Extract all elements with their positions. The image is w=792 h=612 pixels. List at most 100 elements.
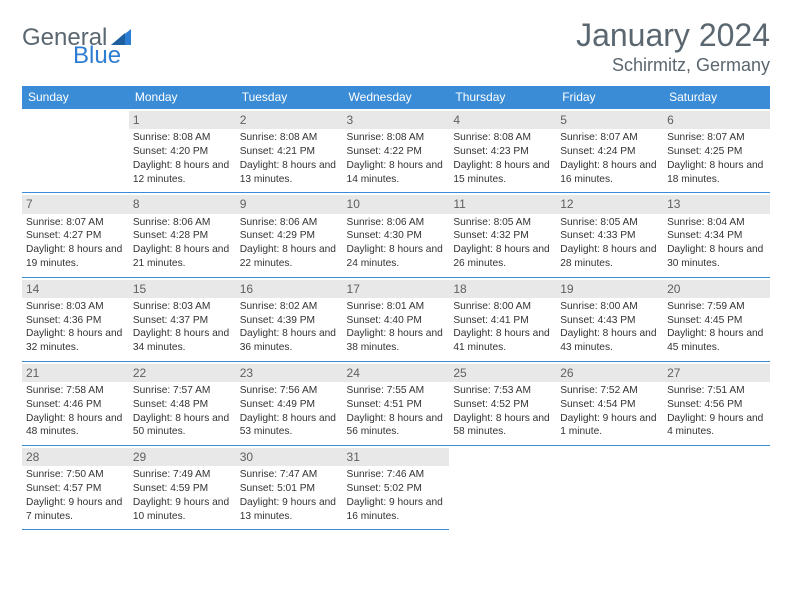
sunset-text: Sunset: 4:33 PM: [560, 229, 659, 243]
daylight-text: Daylight: 8 hours and 12 minutes.: [133, 159, 232, 187]
day-cell: 25Sunrise: 7:53 AMSunset: 4:52 PMDayligh…: [449, 361, 556, 445]
sunrise-text: Sunrise: 8:04 AM: [667, 216, 766, 230]
sunrise-text: Sunrise: 7:52 AM: [560, 384, 659, 398]
calendar-table: SundayMondayTuesdayWednesdayThursdayFrid…: [22, 86, 770, 530]
sunrise-text: Sunrise: 7:49 AM: [133, 468, 232, 482]
daylight-text: Daylight: 9 hours and 7 minutes.: [26, 496, 125, 524]
sunset-text: Sunset: 4:59 PM: [133, 482, 232, 496]
daylight-text: Daylight: 8 hours and 48 minutes.: [26, 412, 125, 440]
daylight-text: Daylight: 8 hours and 36 minutes.: [240, 327, 339, 355]
sunrise-text: Sunrise: 8:07 AM: [560, 131, 659, 145]
sunrise-text: Sunrise: 8:08 AM: [240, 131, 339, 145]
daylight-text: Daylight: 9 hours and 10 minutes.: [133, 496, 232, 524]
sunrise-text: Sunrise: 7:59 AM: [667, 300, 766, 314]
daylight-text: Daylight: 9 hours and 16 minutes.: [347, 496, 446, 524]
week-row: 21Sunrise: 7:58 AMSunset: 4:46 PMDayligh…: [22, 361, 770, 445]
sunset-text: Sunset: 4:27 PM: [26, 229, 125, 243]
daylight-text: Daylight: 8 hours and 32 minutes.: [26, 327, 125, 355]
sunrise-text: Sunrise: 7:53 AM: [453, 384, 552, 398]
sunrise-text: Sunrise: 8:08 AM: [133, 131, 232, 145]
date-number: 26: [556, 364, 663, 382]
sunset-text: Sunset: 4:41 PM: [453, 314, 552, 328]
sunset-text: Sunset: 4:48 PM: [133, 398, 232, 412]
day-header-row: SundayMondayTuesdayWednesdayThursdayFrid…: [22, 86, 770, 109]
date-number: 4: [449, 111, 556, 129]
daylight-text: Daylight: 8 hours and 21 minutes.: [133, 243, 232, 271]
date-number: 15: [129, 280, 236, 298]
day-cell: 20Sunrise: 7:59 AMSunset: 4:45 PMDayligh…: [663, 277, 770, 361]
sunset-text: Sunset: 4:23 PM: [453, 145, 552, 159]
day-cell: 27Sunrise: 7:51 AMSunset: 4:56 PMDayligh…: [663, 361, 770, 445]
sunrise-text: Sunrise: 8:06 AM: [347, 216, 446, 230]
date-number: 7: [22, 195, 129, 213]
sunrise-text: Sunrise: 8:00 AM: [560, 300, 659, 314]
sunrise-text: Sunrise: 7:47 AM: [240, 468, 339, 482]
sunrise-text: Sunrise: 7:56 AM: [240, 384, 339, 398]
daylight-text: Daylight: 8 hours and 14 minutes.: [347, 159, 446, 187]
day-cell: 12Sunrise: 8:05 AMSunset: 4:33 PMDayligh…: [556, 193, 663, 277]
daylight-text: Daylight: 8 hours and 15 minutes.: [453, 159, 552, 187]
sunset-text: Sunset: 4:34 PM: [667, 229, 766, 243]
date-number: 31: [343, 448, 450, 466]
day-cell: [449, 446, 556, 530]
sunset-text: Sunset: 4:32 PM: [453, 229, 552, 243]
date-number: 14: [22, 280, 129, 298]
sunrise-text: Sunrise: 8:03 AM: [26, 300, 125, 314]
day-cell: 22Sunrise: 7:57 AMSunset: 4:48 PMDayligh…: [129, 361, 236, 445]
date-number: 20: [663, 280, 770, 298]
logo-text-blue: Blue: [73, 42, 121, 70]
day-cell: [22, 109, 129, 193]
date-number: 8: [129, 195, 236, 213]
day-cell: 4Sunrise: 8:08 AMSunset: 4:23 PMDaylight…: [449, 109, 556, 193]
sunrise-text: Sunrise: 7:55 AM: [347, 384, 446, 398]
sunset-text: Sunset: 4:21 PM: [240, 145, 339, 159]
week-row: 1Sunrise: 8:08 AMSunset: 4:20 PMDaylight…: [22, 109, 770, 193]
day-cell: 18Sunrise: 8:00 AMSunset: 4:41 PMDayligh…: [449, 277, 556, 361]
date-number: 10: [343, 195, 450, 213]
day-header-sunday: Sunday: [22, 86, 129, 109]
date-number: 16: [236, 280, 343, 298]
sunset-text: Sunset: 4:20 PM: [133, 145, 232, 159]
day-cell: 21Sunrise: 7:58 AMSunset: 4:46 PMDayligh…: [22, 361, 129, 445]
sunrise-text: Sunrise: 8:05 AM: [453, 216, 552, 230]
sunset-text: Sunset: 4:46 PM: [26, 398, 125, 412]
sunset-text: Sunset: 4:45 PM: [667, 314, 766, 328]
day-cell: 6Sunrise: 8:07 AMSunset: 4:25 PMDaylight…: [663, 109, 770, 193]
date-number: 17: [343, 280, 450, 298]
sunrise-text: Sunrise: 7:51 AM: [667, 384, 766, 398]
sunset-text: Sunset: 4:36 PM: [26, 314, 125, 328]
daylight-text: Daylight: 8 hours and 30 minutes.: [667, 243, 766, 271]
sunrise-text: Sunrise: 8:07 AM: [667, 131, 766, 145]
header: General Blue January 2024 Schirmitz, Ger…: [22, 18, 770, 76]
date-number: 24: [343, 364, 450, 382]
sunrise-text: Sunrise: 8:06 AM: [133, 216, 232, 230]
daylight-text: Daylight: 8 hours and 16 minutes.: [560, 159, 659, 187]
day-cell: 1Sunrise: 8:08 AMSunset: 4:20 PMDaylight…: [129, 109, 236, 193]
sunset-text: Sunset: 4:52 PM: [453, 398, 552, 412]
day-cell: 19Sunrise: 8:00 AMSunset: 4:43 PMDayligh…: [556, 277, 663, 361]
sunset-text: Sunset: 4:40 PM: [347, 314, 446, 328]
daylight-text: Daylight: 8 hours and 19 minutes.: [26, 243, 125, 271]
day-cell: 13Sunrise: 8:04 AMSunset: 4:34 PMDayligh…: [663, 193, 770, 277]
daylight-text: Daylight: 8 hours and 41 minutes.: [453, 327, 552, 355]
sunrise-text: Sunrise: 8:02 AM: [240, 300, 339, 314]
day-cell: [556, 446, 663, 530]
sunset-text: Sunset: 4:54 PM: [560, 398, 659, 412]
day-cell: 3Sunrise: 8:08 AMSunset: 4:22 PMDaylight…: [343, 109, 450, 193]
sunset-text: Sunset: 4:25 PM: [667, 145, 766, 159]
daylight-text: Daylight: 8 hours and 58 minutes.: [453, 412, 552, 440]
day-cell: 15Sunrise: 8:03 AMSunset: 4:37 PMDayligh…: [129, 277, 236, 361]
location-label: Schirmitz, Germany: [576, 55, 770, 76]
sunrise-text: Sunrise: 8:00 AM: [453, 300, 552, 314]
date-number: 28: [22, 448, 129, 466]
date-number: 19: [556, 280, 663, 298]
daylight-text: Daylight: 8 hours and 43 minutes.: [560, 327, 659, 355]
daylight-text: Daylight: 8 hours and 53 minutes.: [240, 412, 339, 440]
sunrise-text: Sunrise: 8:06 AM: [240, 216, 339, 230]
day-cell: 8 Sunrise: 8:06 AMSunset: 4:28 PMDaylight…: [129, 193, 236, 277]
sunset-text: Sunset: 4:29 PM: [240, 229, 339, 243]
date-number: 30: [236, 448, 343, 466]
date-number: 27: [663, 364, 770, 382]
week-row: 14Sunrise: 8:03 AMSunset: 4:36 PMDayligh…: [22, 277, 770, 361]
sunset-text: Sunset: 4:28 PM: [133, 229, 232, 243]
